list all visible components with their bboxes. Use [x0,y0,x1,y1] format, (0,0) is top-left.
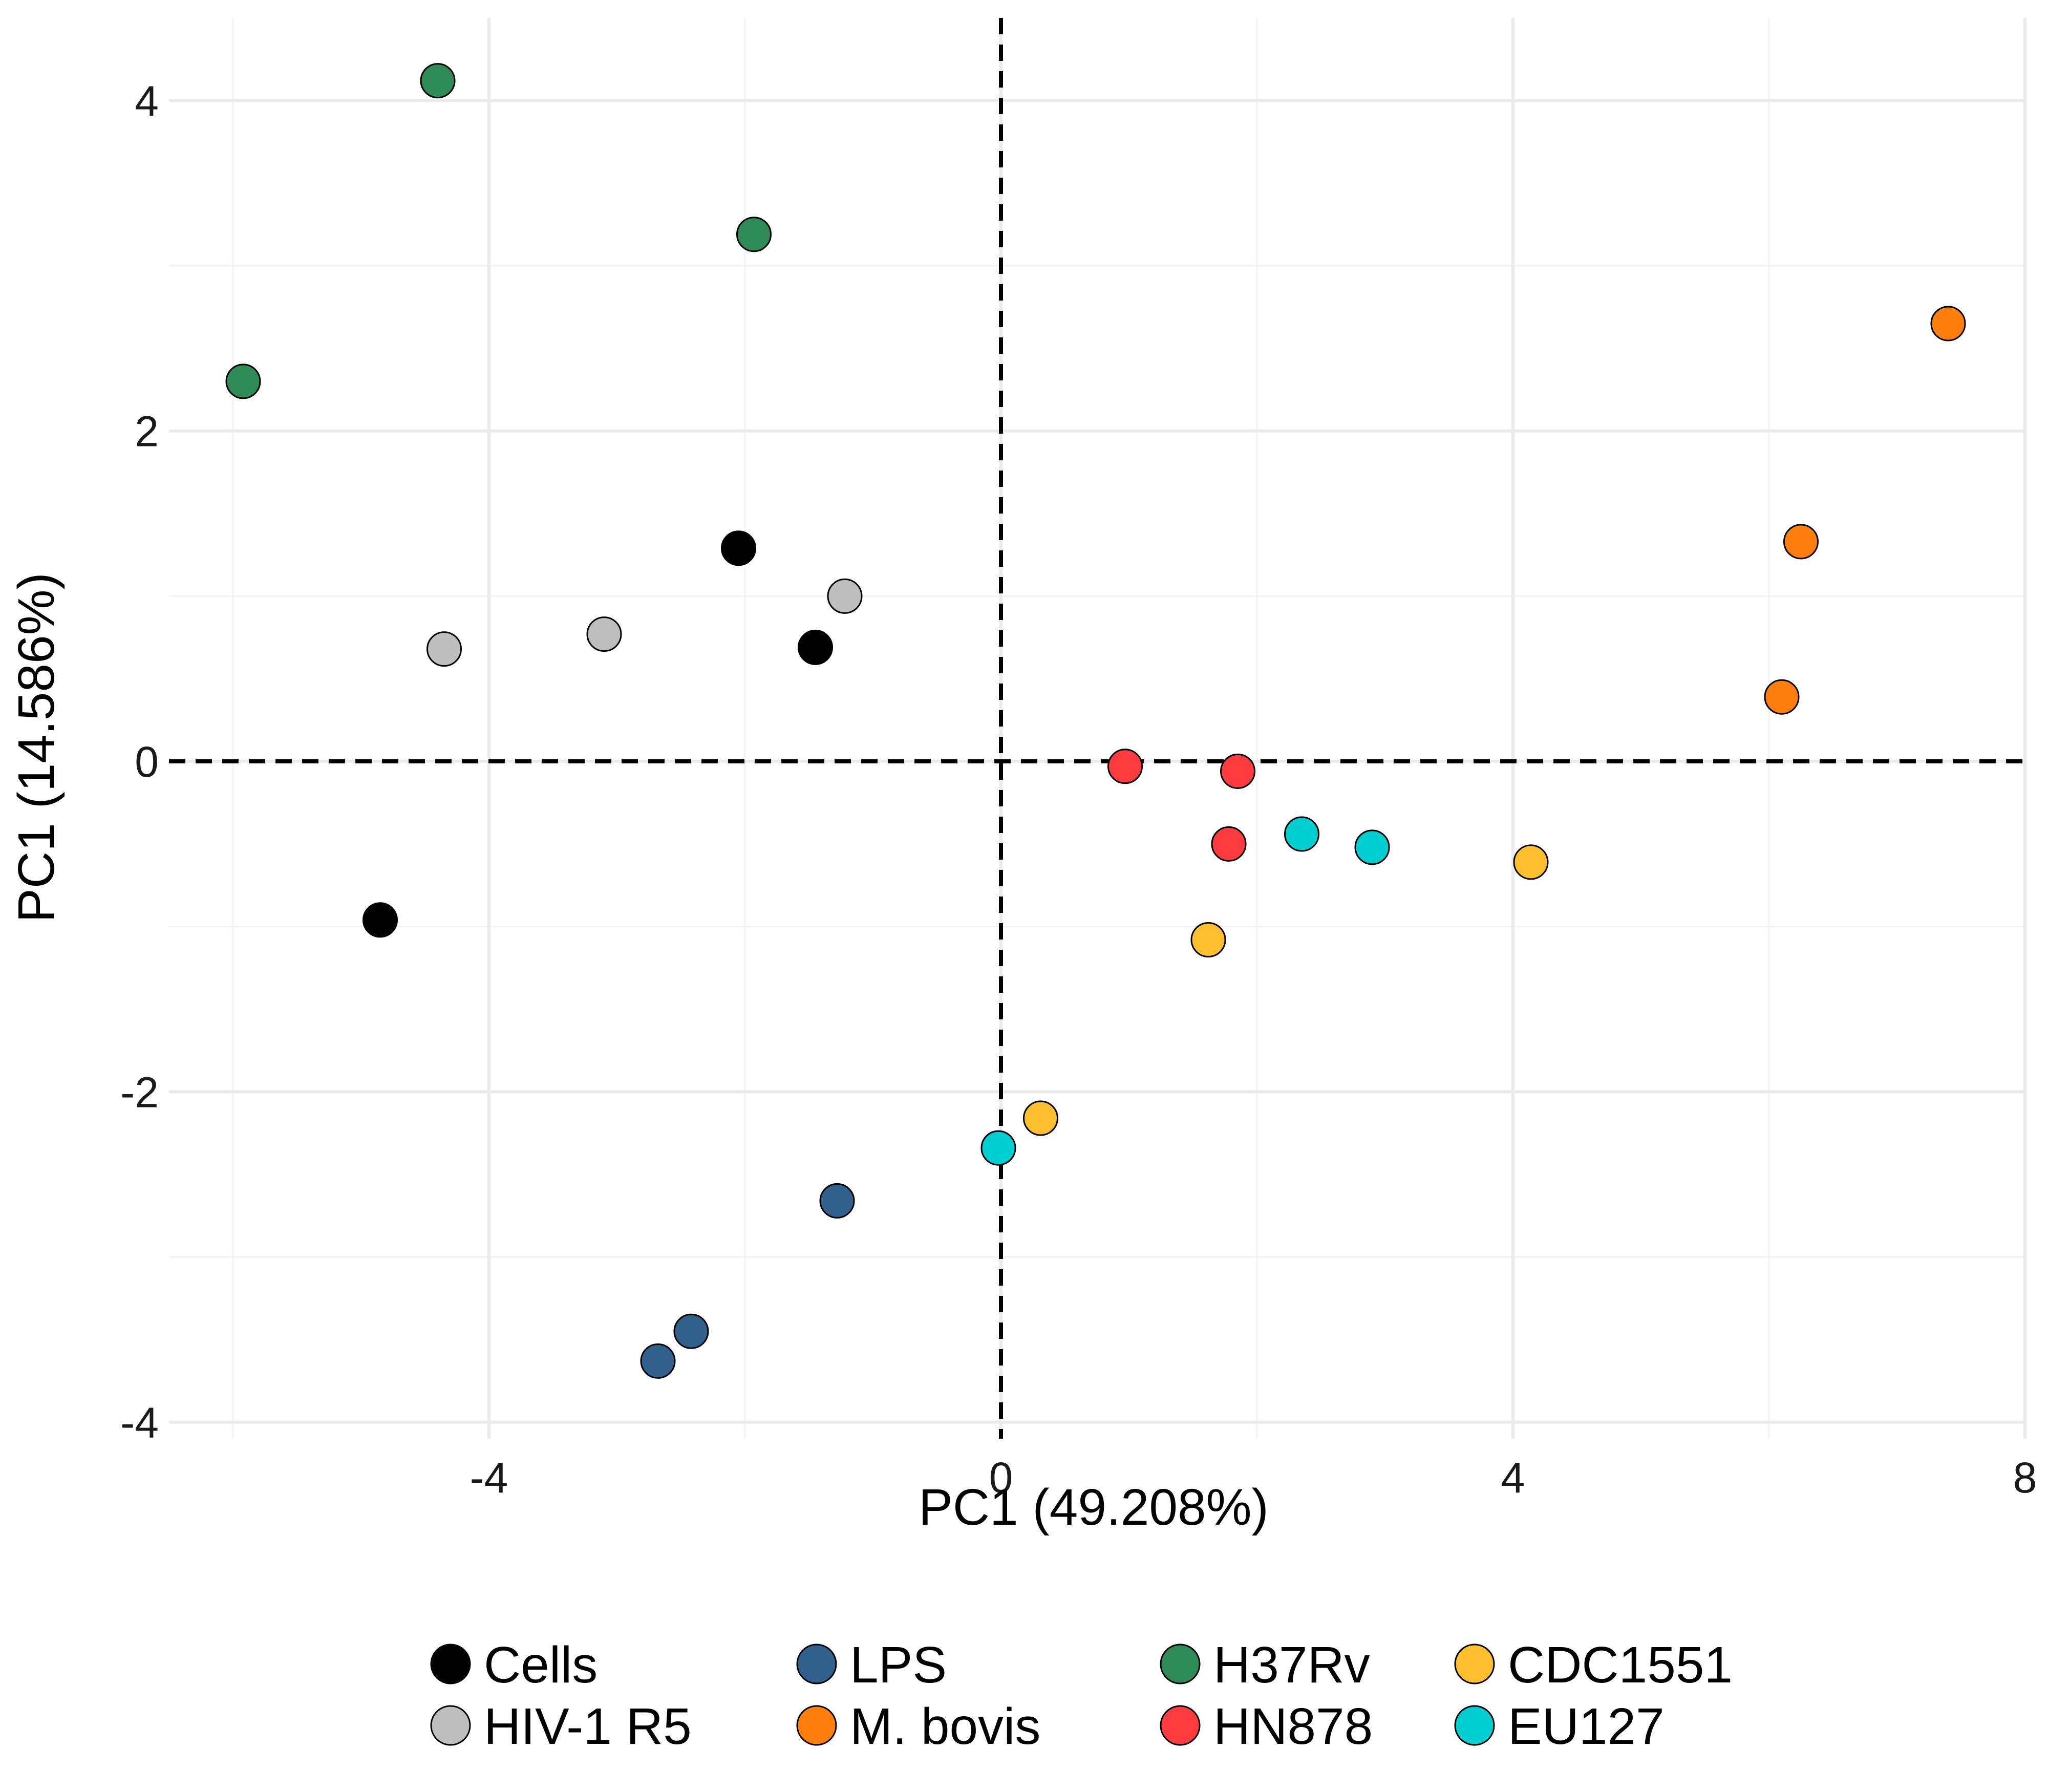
data-point [420,63,456,99]
reference-lines [169,18,2025,1439]
legend-label: LPS [850,1636,947,1694]
y-axis-title: PC1 (14.586%) [8,572,65,923]
y-tick-label: 4 [135,77,159,125]
data-point [225,364,261,399]
data-point [1764,679,1800,715]
legend-key [430,1705,471,1746]
y-tick-label: -4 [120,1399,159,1447]
x-tick-label: 4 [1501,1454,1525,1502]
data-point [1107,749,1143,784]
legend-label: HIV-1 R5 [484,1698,692,1755]
legend-label: EU127 [1508,1698,1665,1755]
x-tick-label: 0 [989,1454,1013,1502]
data-point [1023,1100,1058,1136]
data-point [673,1313,709,1349]
legend-label: CDC1551 [1508,1636,1733,1694]
data-point [980,1130,1016,1166]
data-point [640,1343,676,1379]
data-point [1930,306,1966,342]
x-tick-label: 8 [2013,1454,2037,1502]
data-point [1354,829,1390,865]
data-point [736,217,772,252]
y-tick-label: -2 [120,1068,159,1116]
data-point [1513,844,1549,880]
y-axis-tick-labels: -4 -2 0 2 4 [120,77,159,1446]
legend-key [1160,1644,1201,1684]
legend-label: HN878 [1213,1698,1373,1755]
x-tick-label: -4 [470,1454,508,1502]
data-point [1284,816,1319,852]
data-point [827,578,863,614]
data-points [225,63,1966,1379]
data-point [586,616,622,652]
data-point [426,631,462,667]
legend-key [430,1644,471,1684]
data-point [1783,524,1819,560]
y-tick-label: 0 [135,738,159,786]
data-point [362,902,398,938]
legend-key [796,1705,837,1746]
data-point [1220,753,1255,789]
legend-key [796,1644,837,1684]
y-tick-label: 2 [135,408,159,456]
legend-label: Cells [484,1636,598,1694]
legend-label: H37Rv [1213,1636,1370,1694]
data-point [819,1183,855,1219]
legend-label: M. bovis [850,1698,1040,1755]
legend-key [1454,1644,1495,1684]
data-point [1211,826,1247,862]
legend-key [1160,1705,1201,1746]
grid-lines [169,18,2026,1439]
data-point [1190,922,1226,958]
x-axis-title: PC1 (49.208%) [919,1479,1269,1536]
data-point [798,629,833,665]
x-axis-tick-labels: -4 0 4 8 [470,1454,2037,1502]
legend-key [1454,1705,1495,1746]
data-point [721,530,756,566]
